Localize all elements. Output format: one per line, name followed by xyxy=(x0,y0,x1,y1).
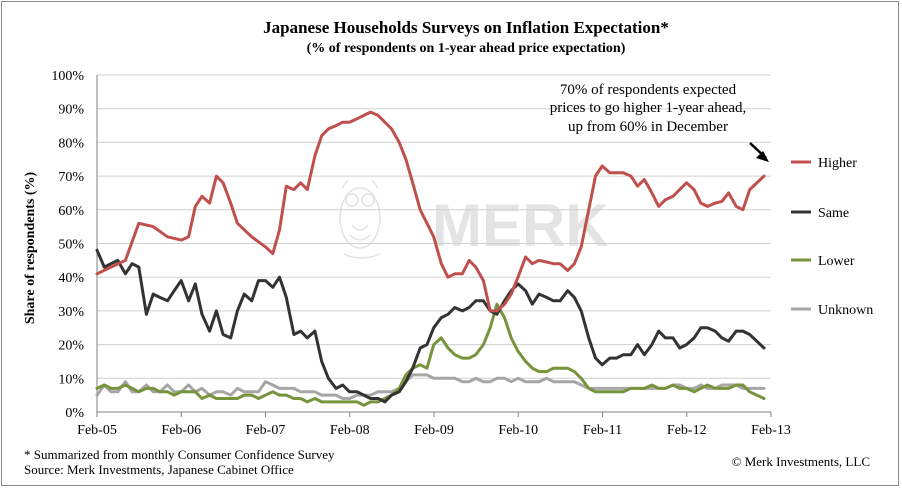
watermark-text: MERK xyxy=(432,192,609,259)
y-axis-label: Share of respondents (%) xyxy=(23,172,38,325)
y-tick-0: 0% xyxy=(65,406,84,421)
y-tick-100: 100% xyxy=(51,69,84,84)
footnote: * Summarized from monthly Consumer Confi… xyxy=(24,447,335,462)
y-tick-labels: 0% 10% 20% 30% 40% 50% 60% 70% 80% 90% 100% xyxy=(51,69,84,421)
source-note: Source: Merk Investments, Japanese Cabin… xyxy=(24,462,294,477)
legend: Higher Same Lower Unknown xyxy=(791,156,873,318)
y-tick-30: 30% xyxy=(58,305,84,320)
legend-label-higher: Higher xyxy=(818,156,857,171)
y-tick-80: 80% xyxy=(58,136,84,151)
chart-subtitle: (% of respondents on 1-year ahead price … xyxy=(307,41,626,56)
y-tick-60: 60% xyxy=(58,204,84,219)
annotation-line-1: 70% of respondents expected xyxy=(560,82,737,98)
x-tick-feb-08: Feb-08 xyxy=(330,423,370,438)
y-tick-70: 70% xyxy=(58,170,84,185)
y-tick-10: 10% xyxy=(58,372,84,387)
x-tick-labels: Feb-05 Feb-06 Feb-07 Feb-08 Feb-09 Feb-10 Feb-… xyxy=(77,423,791,438)
y-tick-20: 20% xyxy=(58,339,84,354)
annotation: 70% of respondents expected prices to go… xyxy=(550,82,769,162)
annotation-line-2: prices to go higher 1-year ahead, xyxy=(550,100,747,116)
x-tick-feb-06: Feb-06 xyxy=(161,423,201,438)
x-tick-feb-10: Feb-10 xyxy=(498,423,538,438)
x-tick-feb-07: Feb-07 xyxy=(246,423,286,438)
owl-logo-icon xyxy=(339,179,381,259)
chart-title: Japanese Households Surveys on Inflation… xyxy=(263,18,669,37)
watermark: MERK xyxy=(339,179,609,259)
x-tick-feb-11: Feb-11 xyxy=(583,423,622,438)
x-tick-feb-09: Feb-09 xyxy=(414,423,454,438)
series-line-lower xyxy=(95,302,766,407)
y-tick-40: 40% xyxy=(58,271,84,286)
legend-label-unknown: Unknown xyxy=(818,303,873,318)
annotation-arrowhead xyxy=(756,151,769,162)
annotation-line-3: up from 60% in December xyxy=(568,119,728,135)
legend-label-same: Same xyxy=(818,206,849,221)
x-tick-feb-13: Feb-13 xyxy=(751,423,791,438)
y-tick-50: 50% xyxy=(58,238,84,253)
legend-label-lower: Lower xyxy=(818,254,855,269)
y-tick-90: 90% xyxy=(58,103,84,118)
copyright-note: © Merk Investments, LLC xyxy=(732,454,870,469)
series-line-higher xyxy=(95,110,766,313)
x-tick-feb-05: Feb-05 xyxy=(77,423,117,438)
gridlines xyxy=(96,74,772,417)
x-tick-feb-12: Feb-12 xyxy=(667,423,707,438)
series-line-same xyxy=(95,248,766,404)
series-lines xyxy=(95,110,766,407)
